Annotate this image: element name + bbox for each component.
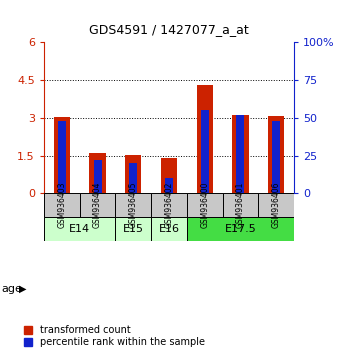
Text: GSM936403: GSM936403 [57,182,66,228]
Bar [151,193,187,217]
Text: E14: E14 [69,224,90,234]
Text: GSM936404: GSM936404 [93,182,102,228]
Text: GSM936406: GSM936406 [272,182,281,228]
Text: GSM936400: GSM936400 [200,182,209,228]
Legend: transformed count, percentile rank within the sample: transformed count, percentile rank withi… [22,323,207,349]
Text: E17.5: E17.5 [224,224,256,234]
Bar [90,153,105,193]
Bar [44,193,80,217]
Bar [201,110,209,193]
Bar [223,193,258,217]
Text: GSM936401: GSM936401 [236,182,245,228]
Bar [151,217,187,241]
Bar [237,115,244,193]
Bar [115,193,151,217]
Text: GDS4591 / 1427077_a_at: GDS4591 / 1427077_a_at [89,23,249,36]
Text: GSM936402: GSM936402 [165,182,173,228]
Text: GSM936405: GSM936405 [129,182,138,228]
Bar [165,178,173,193]
Text: E16: E16 [159,224,179,234]
Bar [94,160,101,193]
Bar [161,158,177,193]
Bar [115,217,151,241]
Text: ▶: ▶ [19,284,26,293]
Bar [44,217,115,241]
Bar [187,217,294,241]
Bar [125,155,141,193]
Text: age: age [2,284,23,293]
Bar [268,116,284,193]
Bar [258,193,294,217]
Bar [272,121,280,193]
Bar [187,193,223,217]
Bar [233,115,248,193]
Bar [58,121,66,193]
Bar [80,193,115,217]
Bar [129,163,137,193]
Bar [54,116,70,193]
Bar [197,85,213,193]
Text: E15: E15 [123,224,144,234]
